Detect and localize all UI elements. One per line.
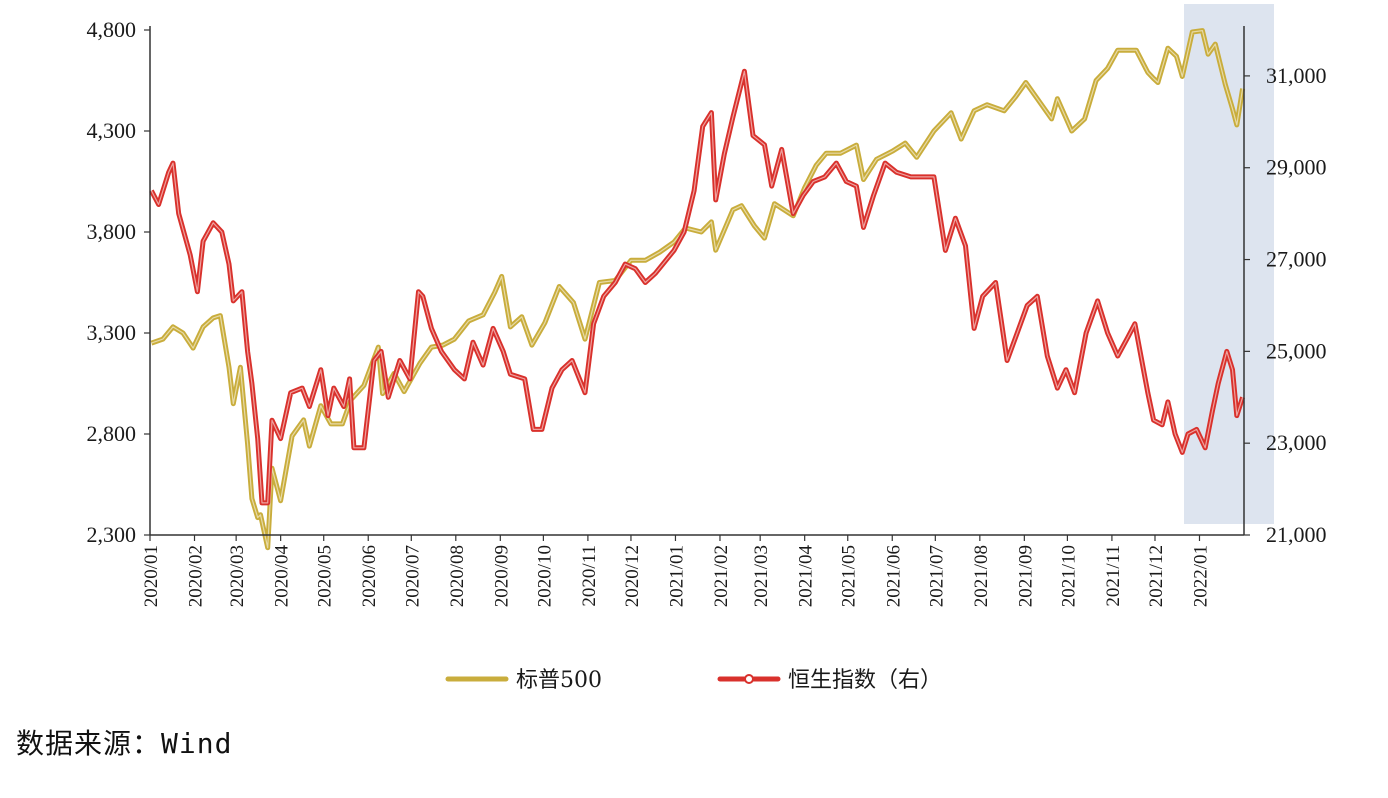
y-right-tick-label: 31,000: [1266, 63, 1327, 88]
y-right-tick-label: 21,000: [1266, 522, 1327, 547]
x-tick-label: 2020/10: [534, 545, 555, 607]
x-tick-label: 2021/06: [883, 545, 904, 607]
x-tick-label: 2021/02: [711, 545, 732, 607]
y-left-tick-label: 2,300: [87, 522, 137, 547]
y-right-tick-label: 29,000: [1266, 155, 1327, 180]
x-tick-label: 2021/07: [926, 545, 947, 607]
y-right-tick-label: 27,000: [1266, 247, 1327, 272]
x-tick-label: 2021/10: [1058, 545, 1079, 607]
source-note: 数据来源：Wind: [16, 727, 233, 760]
y-left-tick-label: 3,300: [87, 320, 137, 345]
x-tick-label: 2021/04: [796, 545, 817, 608]
x-tick-label: 2020/07: [402, 545, 423, 607]
y-left-tick-label: 4,300: [87, 118, 137, 143]
series-line-hsi: [149, 68, 1245, 506]
series-line-highlight: [151, 30, 1244, 549]
x-tick-label: 2021/05: [839, 545, 860, 607]
x-tick-label: 2020/08: [447, 545, 468, 607]
x-tick-label: 2020/09: [491, 545, 512, 607]
legend-label-sp500: 标普500: [516, 668, 602, 693]
series-layer: [149, 28, 1246, 551]
legend-marker-hsi: [744, 674, 754, 684]
x-tick-label: 2020/04: [272, 545, 293, 608]
x-tick-label: 2021/08: [971, 545, 992, 607]
y-left-tick-label: 2,800: [87, 421, 137, 446]
y-left-tick-label: 4,800: [87, 17, 137, 42]
x-tick-label: 2020/03: [227, 545, 248, 607]
series-line-highlight: [150, 70, 1244, 504]
x-tick-label: 2022/01: [1190, 545, 1211, 607]
x-tick-label: 2021/09: [1015, 545, 1036, 607]
x-tick-label: 2021/11: [1103, 545, 1124, 607]
x-tick-label: 2020/06: [359, 545, 380, 607]
legend: 标普500 恒生指数（右）: [445, 668, 942, 693]
axes-layer: 2,300 2,800 3,300 3,800 4,300 4,800 21,000 23,0…: [87, 17, 1327, 607]
x-tick-label: 2021/12: [1146, 545, 1167, 607]
y-left-tick-label: 3,800: [87, 219, 137, 244]
x-tick-label: 2020/05: [315, 545, 336, 607]
x-tick-label: 2021/03: [751, 545, 772, 607]
y-right-tick-label: 23,000: [1266, 430, 1327, 455]
x-tick-label: 2020/12: [622, 545, 643, 607]
x-tick-label: 2020/02: [186, 545, 207, 607]
x-tick-label: 2020/11: [579, 545, 600, 607]
x-tick-label: 2021/01: [666, 545, 687, 607]
series-line-sp500: [150, 28, 1246, 551]
highlight-period-band: [1184, 4, 1274, 524]
y-right-tick-label: 25,000: [1266, 338, 1327, 363]
x-tick-label: 2020/01: [141, 545, 162, 607]
legend-label-hsi: 恒生指数（右）: [788, 668, 942, 693]
